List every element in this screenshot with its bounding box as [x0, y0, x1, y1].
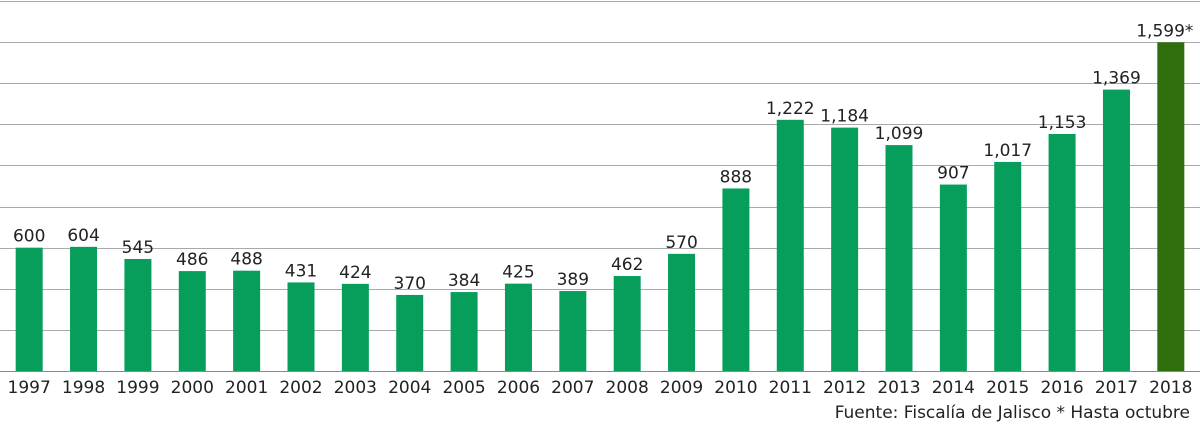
data-label-2000: 486 [176, 250, 208, 270]
bar-1999 [124, 258, 152, 371]
bar-2012 [831, 127, 859, 371]
data-label-2015: 1,017 [983, 141, 1032, 161]
x-tick-label-2014: 2014 [932, 378, 975, 398]
data-label-2003: 424 [339, 263, 371, 283]
bar-2015 [994, 161, 1022, 371]
x-tick-label-2004: 2004 [388, 378, 431, 398]
bar-2000 [178, 271, 206, 371]
bar-2016 [1048, 133, 1076, 371]
bar-2007 [559, 291, 587, 371]
bar-2005 [450, 292, 478, 371]
x-tick-label-2009: 2009 [660, 378, 703, 398]
x-tick-label-2012: 2012 [823, 378, 866, 398]
x-tick-label-2008: 2008 [606, 378, 649, 398]
data-label-1999: 545 [122, 238, 154, 258]
x-tick-labels: 1997 1998 1999 2000 2001 2002 2003 2004 2005 2006… [8, 378, 1193, 398]
x-tick-label-2001: 2001 [225, 378, 268, 398]
bar-2001 [233, 270, 261, 371]
bar-2009 [668, 253, 696, 371]
data-label-2016: 1,153 [1038, 113, 1087, 133]
x-tick-label-1999: 1999 [116, 378, 159, 398]
x-tick-label-2006: 2006 [497, 378, 540, 398]
data-label-1997: 600 [13, 227, 45, 247]
bar-2002 [287, 282, 315, 371]
x-tick-label-2015: 2015 [986, 378, 1029, 398]
x-tick-label-1998: 1998 [62, 378, 105, 398]
bar-2008 [613, 276, 641, 371]
bar-2017 [1102, 89, 1130, 371]
data-label-2018: 1,599* [1136, 21, 1193, 41]
x-tick-label-2007: 2007 [551, 378, 594, 398]
bar-1997 [15, 247, 43, 371]
x-tick-label-1997: 1997 [8, 378, 51, 398]
bar-2006 [504, 283, 532, 371]
data-label-2011: 1,222 [766, 99, 815, 119]
data-label-2013: 1,099 [875, 124, 924, 144]
data-label-2008: 462 [611, 255, 643, 275]
x-tick-label-2011: 2011 [769, 378, 812, 398]
data-label-2001: 488 [230, 250, 262, 270]
data-label-2005: 384 [448, 271, 480, 291]
x-tick-label-2010: 2010 [714, 378, 757, 398]
bar-2004 [396, 294, 424, 371]
x-tick-label-2013: 2013 [877, 378, 920, 398]
data-labels: 600 604 545 486 488 431 424 370 384 425 389 462 570 8… [13, 21, 1193, 294]
x-tick-label-2005: 2005 [442, 378, 485, 398]
data-label-2014: 907 [937, 164, 969, 184]
bar-2010 [722, 188, 750, 371]
x-tick-label-2002: 2002 [279, 378, 322, 398]
data-label-2012: 1,184 [820, 107, 869, 127]
bar-2013 [885, 145, 913, 371]
x-tick-label-2017: 2017 [1095, 378, 1138, 398]
data-label-2002: 431 [285, 261, 317, 281]
data-label-2004: 370 [394, 274, 426, 294]
data-label-2009: 570 [665, 233, 697, 253]
data-label-1998: 604 [67, 226, 99, 246]
data-label-2010: 888 [720, 167, 752, 187]
bar-2003 [341, 283, 369, 371]
x-tick-label-2003: 2003 [334, 378, 377, 398]
bar-2018 [1157, 42, 1185, 372]
x-tick-label-2000: 2000 [171, 378, 214, 398]
bar-2011 [776, 119, 804, 371]
bar-2014 [939, 184, 967, 371]
bar-1998 [70, 246, 98, 371]
bars [15, 42, 1185, 372]
x-tick-label-2018: 2018 [1149, 378, 1192, 398]
data-label-2006: 425 [502, 263, 534, 283]
source-note: Fuente: Fiscalía de Jalisco * Hasta octu… [834, 403, 1190, 423]
data-label-2017: 1,369 [1092, 69, 1141, 89]
data-label-2007: 389 [557, 270, 589, 290]
x-tick-label-2016: 2016 [1040, 378, 1083, 398]
